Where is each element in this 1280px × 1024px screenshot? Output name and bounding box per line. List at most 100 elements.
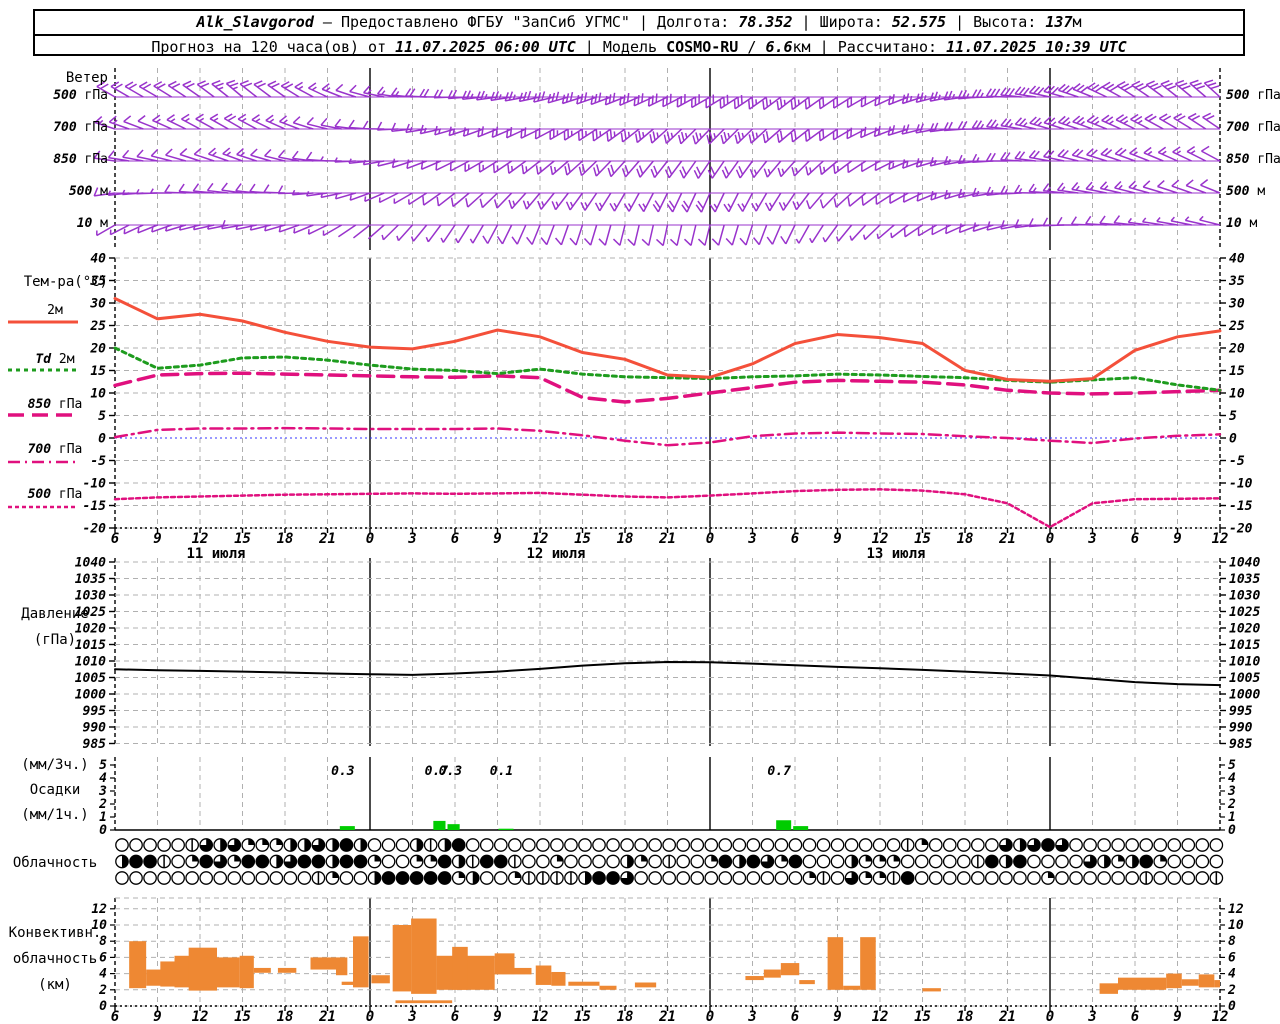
wind-level-label: 500 м: [68, 184, 108, 199]
svg-text:15: 15: [914, 531, 931, 547]
svg-text:9: 9: [153, 1009, 161, 1024]
header-segment: — Предоставлено ФГБУ "ЗапСиб УГМС": [313, 13, 639, 31]
header-segment: Модель: [602, 38, 667, 56]
svg-text:4: 4: [1228, 771, 1236, 786]
header-segment: |: [946, 13, 974, 31]
svg-text:20: 20: [1228, 342, 1245, 357]
svg-text:12: 12: [532, 531, 549, 547]
svg-text:1035: 1035: [75, 572, 106, 587]
header-segment: Долгота:: [657, 13, 739, 31]
header-segment: 11.07.2025 06:00 UTC: [395, 38, 576, 56]
svg-text:0: 0: [706, 531, 714, 547]
svg-text:12: 12: [872, 531, 889, 547]
svg-text:1015: 1015: [75, 638, 106, 653]
svg-text:4: 4: [1228, 967, 1236, 982]
wind-level-label-right: 10 м: [1226, 216, 1258, 231]
svg-text:18: 18: [957, 1009, 974, 1024]
svg-text:1010: 1010: [1229, 655, 1260, 670]
svg-text:21: 21: [658, 531, 676, 547]
header-segment: Alk_Slavgorod: [196, 13, 314, 31]
svg-text:-5: -5: [1229, 454, 1245, 469]
svg-text:25: 25: [1228, 319, 1245, 334]
svg-text:990: 990: [83, 721, 107, 736]
svg-text:8: 8: [1228, 934, 1236, 949]
svg-text:0: 0: [366, 531, 374, 547]
svg-text:12 июля: 12 июля: [526, 546, 585, 562]
svg-text:6: 6: [99, 950, 107, 965]
svg-text:5: 5: [98, 409, 106, 424]
svg-text:21: 21: [318, 531, 336, 547]
svg-text:1020: 1020: [1229, 622, 1260, 637]
header-segment: |: [638, 13, 658, 31]
header-station-line: Alk_Slavgorod — Предоставлено ФГБУ "ЗапС…: [35, 11, 1243, 36]
svg-text:-10: -10: [1229, 477, 1253, 492]
svg-text:3: 3: [407, 1009, 416, 1024]
svg-text:6: 6: [1131, 1009, 1139, 1024]
svg-text:3: 3: [98, 784, 107, 799]
svg-text:0: 0: [366, 1009, 374, 1024]
svg-text:1015: 1015: [1229, 638, 1260, 653]
svg-text:21: 21: [998, 1009, 1016, 1024]
header-segment: 11.07.2025 10:39 UTC: [946, 38, 1127, 56]
svg-text:0.3: 0.3: [439, 764, 463, 779]
svg-text:-10: -10: [83, 477, 107, 492]
svg-text:15: 15: [574, 1009, 591, 1024]
svg-text:21: 21: [998, 531, 1016, 547]
svg-text:2: 2: [1227, 983, 1236, 998]
svg-text:15: 15: [234, 531, 251, 547]
header-segment: 6.6: [765, 38, 793, 56]
svg-text:35: 35: [1228, 274, 1245, 289]
svg-text:0: 0: [1046, 531, 1054, 547]
precip-panel-title: Осадки: [29, 782, 81, 798]
svg-text:18: 18: [617, 1009, 634, 1024]
svg-text:40: 40: [90, 252, 106, 267]
svg-text:1040: 1040: [75, 556, 106, 571]
svg-text:9: 9: [1173, 531, 1181, 547]
svg-text:1000: 1000: [1229, 688, 1260, 703]
svg-text:12: 12: [192, 1009, 209, 1024]
svg-text:1: 1: [99, 810, 107, 825]
precip-unit-1h: (мм/1ч.): [21, 807, 89, 823]
header-segment: м: [1072, 13, 1082, 31]
svg-text:5: 5: [1228, 758, 1236, 773]
svg-text:12: 12: [1212, 1009, 1229, 1024]
header-segment: 78.352: [738, 13, 793, 31]
svg-text:990: 990: [1229, 721, 1253, 736]
svg-text:1040: 1040: [1229, 556, 1260, 571]
wind-panel-title: Ветер: [65, 70, 108, 86]
legend-500: 500 гПа: [27, 487, 83, 502]
svg-text:18: 18: [957, 531, 974, 547]
svg-text:11 июля: 11 июля: [186, 546, 245, 562]
svg-text:15: 15: [234, 1009, 251, 1024]
svg-text:9: 9: [493, 1009, 501, 1024]
svg-text:12: 12: [532, 1009, 549, 1024]
wind-level-label-right: 500 гПа: [1226, 88, 1280, 103]
svg-text:1000: 1000: [75, 688, 106, 703]
svg-text:6: 6: [111, 531, 119, 547]
svg-text:21: 21: [318, 1009, 336, 1024]
svg-text:6: 6: [791, 1009, 799, 1024]
svg-text:-15: -15: [1229, 499, 1253, 514]
svg-text:4: 4: [99, 967, 107, 982]
svg-text:10: 10: [1228, 918, 1244, 933]
svg-text:-5: -5: [90, 454, 106, 469]
wind-level-label-right: 850 гПа: [1226, 152, 1280, 167]
svg-text:6: 6: [791, 531, 799, 547]
header-segment: 52.575: [891, 13, 947, 31]
svg-text:15: 15: [90, 364, 106, 379]
svg-text:6: 6: [1228, 950, 1236, 965]
svg-text:3: 3: [1087, 1009, 1096, 1024]
svg-text:12: 12: [872, 1009, 889, 1024]
svg-text:9: 9: [493, 531, 501, 547]
svg-text:12: 12: [1212, 531, 1229, 547]
svg-text:5: 5: [1229, 409, 1237, 424]
svg-text:20: 20: [89, 342, 106, 357]
svg-text:1025: 1025: [75, 605, 106, 620]
svg-text:10: 10: [1229, 387, 1245, 402]
svg-text:18: 18: [277, 1009, 294, 1024]
svg-text:30: 30: [1228, 297, 1245, 312]
svg-text:0: 0: [706, 1009, 714, 1024]
svg-text:1030: 1030: [1229, 589, 1260, 604]
